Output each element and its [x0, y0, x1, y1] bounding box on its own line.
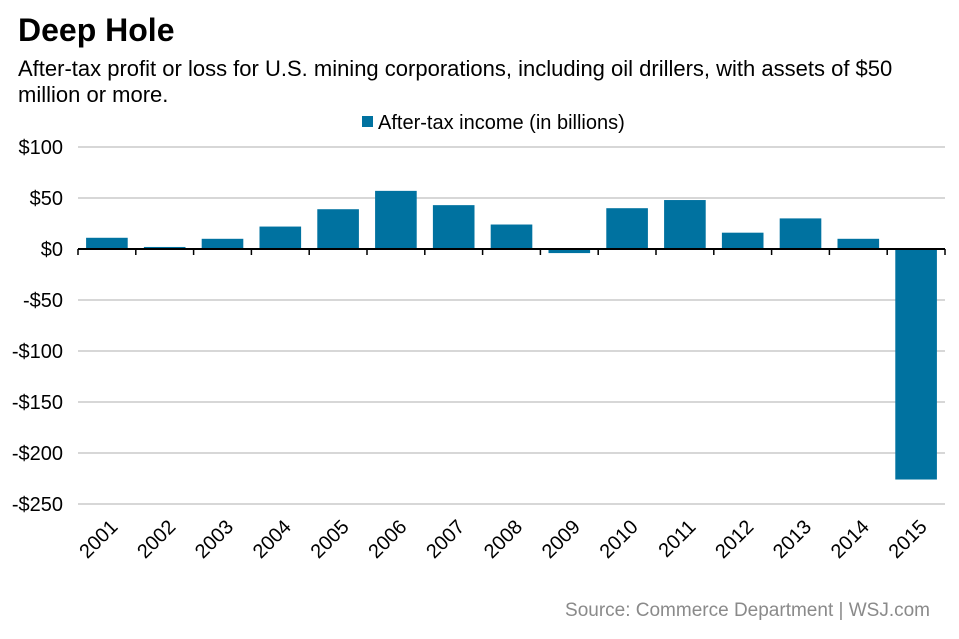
x-tick-label: 2011 — [654, 516, 700, 562]
bar-2002 — [143, 246, 186, 249]
bar-2004 — [259, 226, 302, 249]
bar-2014 — [837, 238, 880, 249]
x-tick-label: 2009 — [538, 516, 585, 563]
bar-2009 — [548, 249, 591, 254]
bar-2005 — [317, 209, 359, 249]
x-tick-label: 2012 — [711, 516, 758, 563]
y-tick-label: -$50 — [23, 290, 63, 312]
x-tick-label: 2015 — [885, 516, 932, 563]
x-tick-label: 2002 — [133, 516, 180, 563]
bar-2001 — [86, 237, 128, 249]
bars — [86, 190, 937, 480]
bar-2012 — [721, 232, 764, 249]
bar-2008 — [490, 224, 533, 249]
x-tick-label: 2005 — [307, 516, 354, 563]
chart-subtitle: After-tax profit or loss for U.S. mining… — [18, 56, 893, 107]
x-tick-label: 2003 — [191, 516, 238, 563]
bar-2011 — [664, 200, 706, 249]
chart-title: Deep Hole — [18, 12, 175, 48]
legend: After-tax income (in billions) — [362, 112, 625, 134]
x-tick-label: 2014 — [827, 516, 874, 563]
bar-2013 — [779, 218, 822, 249]
x-tick-label: 2006 — [364, 516, 411, 563]
y-tick-label: -$100 — [12, 341, 63, 363]
y-tick-label: -$250 — [12, 494, 63, 516]
bar-2010 — [606, 208, 648, 249]
gridlines — [78, 146, 945, 505]
x-tick-label: 2007 — [422, 516, 469, 563]
bar-2003 — [201, 238, 244, 249]
x-tick-label: 2001 — [75, 516, 122, 563]
x-tick-label: 2013 — [769, 516, 816, 563]
y-tick-label: $0 — [41, 239, 63, 261]
y-tick-label: $50 — [30, 188, 63, 210]
x-tick-label: 2010 — [596, 516, 643, 563]
legend-label: After-tax income (in billions) — [378, 112, 625, 134]
y-tick-label: -$150 — [12, 392, 63, 414]
bar-2006 — [375, 190, 417, 249]
source-note: Source: Commerce Department | WSJ.com — [565, 600, 930, 621]
x-tick-label: 2004 — [249, 516, 296, 563]
y-tick-label: $100 — [19, 137, 64, 159]
x-tick-label: 2008 — [480, 516, 527, 563]
axes — [77, 248, 946, 255]
bar-2015 — [895, 249, 937, 480]
bar-2007 — [432, 205, 475, 249]
legend-swatch — [362, 116, 373, 127]
y-tick-label: -$200 — [12, 443, 63, 465]
